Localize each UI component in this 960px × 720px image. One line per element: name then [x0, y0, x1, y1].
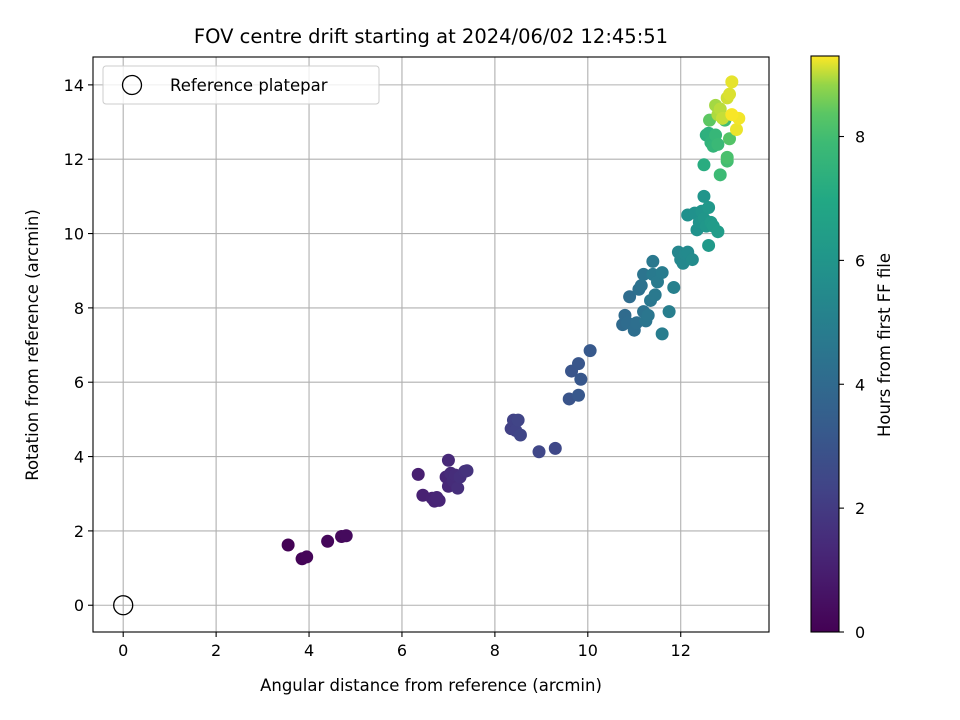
data-point — [281, 538, 295, 552]
legend: Reference platepar — [102, 65, 380, 105]
data-point — [641, 308, 655, 322]
data-point — [430, 490, 444, 504]
data-point — [723, 132, 737, 146]
colorbar: 0 2 4 6 8 Hours from first FF file — [810, 55, 894, 642]
chart-title: FOV centre drift starting at 2024/06/02 … — [194, 25, 668, 48]
data-point — [725, 108, 739, 122]
colorbar-tick-label: 0 — [855, 623, 865, 642]
data-point — [720, 150, 734, 164]
data-point — [634, 279, 648, 293]
data-point — [648, 288, 662, 302]
x-tick-label: 8 — [490, 641, 500, 660]
grid-lines — [93, 57, 769, 632]
data-point — [729, 122, 743, 136]
data-point — [451, 481, 465, 495]
data-point — [723, 87, 737, 101]
data-point — [685, 253, 699, 267]
x-tick-label: 12 — [671, 641, 691, 660]
data-point — [655, 266, 669, 280]
data-point — [321, 534, 335, 548]
data-point — [339, 529, 353, 543]
data-point — [646, 254, 660, 268]
colorbar-tick-label: 2 — [855, 499, 865, 518]
data-point — [637, 267, 651, 281]
colorbar-tick-label: 4 — [855, 375, 865, 394]
data-point — [572, 388, 586, 402]
data-point — [583, 344, 597, 358]
reference-platepar-point — [113, 595, 134, 616]
data-point — [441, 453, 455, 467]
data-point — [711, 225, 725, 239]
data-point — [711, 137, 725, 151]
colorbar-tick-label: 8 — [855, 128, 865, 147]
x-tick-label: 2 — [211, 641, 221, 660]
data-point — [667, 280, 681, 294]
x-tick-label: 10 — [578, 641, 598, 660]
data-point — [655, 327, 669, 341]
x-axis-label: Angular distance from reference (arcmin) — [260, 676, 602, 695]
x-tick-label: 4 — [304, 641, 314, 660]
data-point — [725, 75, 739, 89]
colorbar-tick-label: 6 — [855, 251, 865, 270]
colorbar-frame — [810, 55, 840, 633]
data-point — [702, 238, 716, 252]
data-point — [572, 357, 586, 371]
legend-marker-reference — [121, 74, 143, 96]
y-tick-label: 2 — [74, 522, 84, 541]
data-points — [281, 75, 746, 566]
y-tick-label: 4 — [74, 448, 84, 467]
y-tick-label: 6 — [74, 373, 84, 392]
x-tick-label: 6 — [397, 641, 407, 660]
y-axis-ticks: 0 2 4 6 8 10 12 14 — [64, 76, 93, 615]
reference-point-layer — [113, 595, 134, 616]
data-point — [702, 201, 716, 215]
x-tick-label: 0 — [118, 641, 128, 660]
data-point — [713, 168, 727, 182]
y-axis-label: Rotation from reference (arcmin) — [23, 209, 42, 481]
data-point — [548, 441, 562, 455]
data-point — [623, 290, 637, 304]
data-point — [574, 372, 588, 386]
colorbar-gradient — [811, 56, 839, 632]
data-point — [697, 189, 711, 203]
legend-box — [102, 65, 380, 105]
y-tick-label: 10 — [64, 225, 84, 244]
legend-label-reference: Reference platepar — [170, 76, 328, 95]
data-point — [460, 464, 474, 478]
data-point — [513, 428, 527, 442]
data-point — [532, 445, 546, 459]
y-tick-label: 8 — [74, 299, 84, 318]
x-axis-ticks: 0 2 4 6 8 10 12 — [118, 632, 691, 660]
data-point — [662, 305, 676, 319]
plot-frame — [92, 56, 770, 633]
y-tick-label: 12 — [64, 150, 84, 169]
data-point — [300, 550, 314, 564]
y-tick-label: 14 — [64, 76, 84, 95]
colorbar-label: Hours from first FF file — [875, 253, 894, 437]
y-tick-label: 0 — [74, 596, 84, 615]
data-point — [697, 158, 711, 172]
data-point — [411, 467, 425, 481]
colorbar-ticks: 0 2 4 6 8 — [839, 128, 865, 642]
data-point — [511, 413, 525, 427]
